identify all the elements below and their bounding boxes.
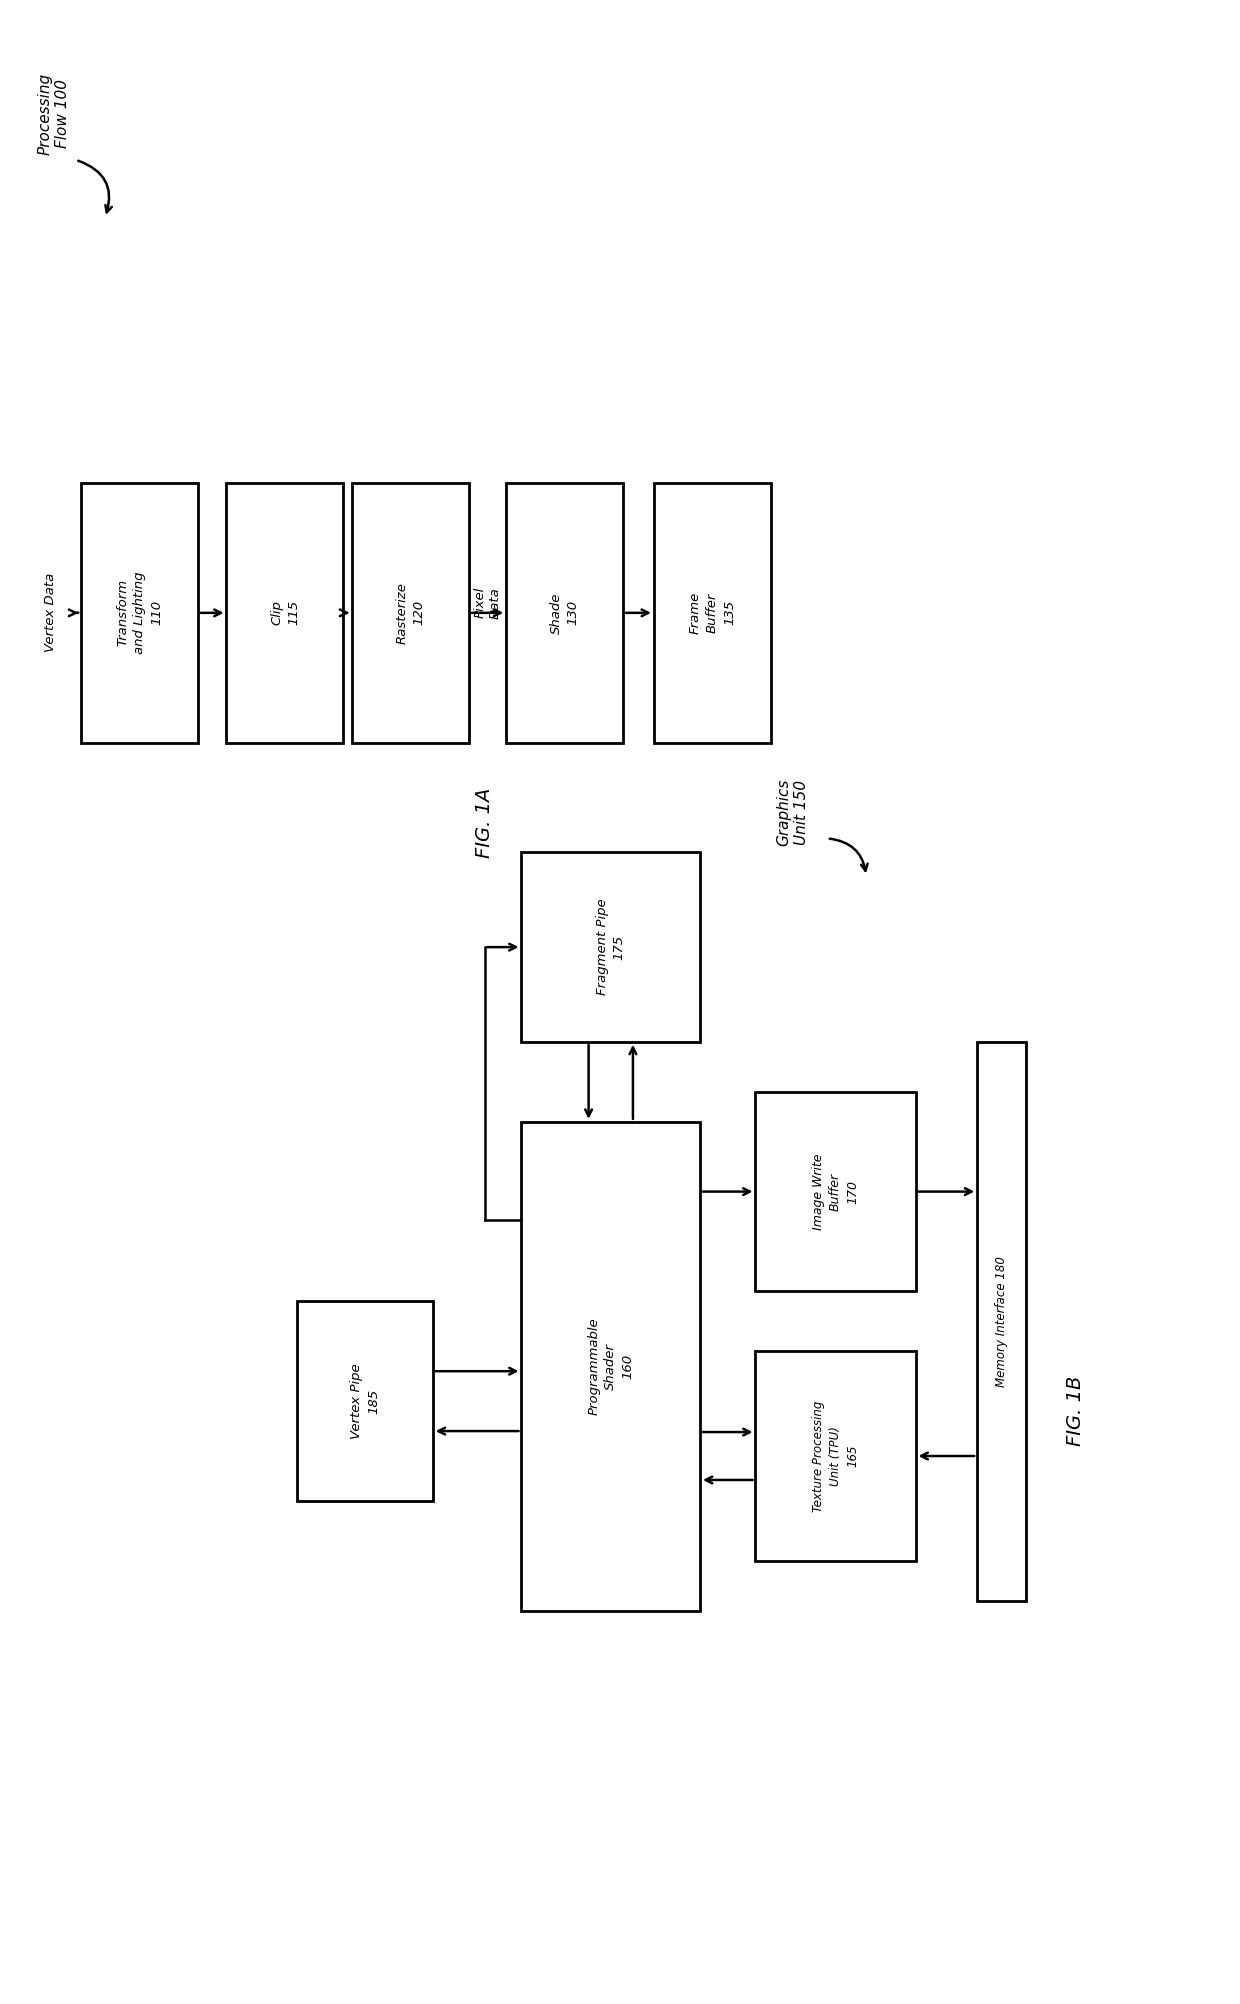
- Text: Vertex Data: Vertex Data: [43, 573, 57, 653]
- Text: Pixel
Data: Pixel Data: [474, 587, 502, 619]
- Text: Texture Processing
Unit (TPU)
165: Texture Processing Unit (TPU) 165: [812, 1401, 859, 1511]
- Bar: [977, 1042, 1027, 1601]
- Text: Image Write
Buffer
170: Image Write Buffer 170: [812, 1154, 859, 1230]
- Bar: [298, 1301, 433, 1501]
- Bar: [81, 483, 198, 743]
- Text: Graphics
Unit 150: Graphics Unit 150: [776, 780, 808, 846]
- Bar: [653, 483, 771, 743]
- Text: Frame
Buffer
135: Frame Buffer 135: [689, 591, 735, 633]
- Text: Transform
and Lighting
110: Transform and Lighting 110: [117, 571, 164, 653]
- Text: FIG. 1A: FIG. 1A: [475, 788, 494, 858]
- Text: FIG. 1B: FIG. 1B: [1066, 1377, 1085, 1447]
- Text: Fragment Pipe
175: Fragment Pipe 175: [595, 900, 626, 996]
- Text: Programmable
Shader
160: Programmable Shader 160: [588, 1317, 635, 1415]
- Bar: [227, 483, 343, 743]
- Bar: [522, 852, 701, 1042]
- Bar: [506, 483, 622, 743]
- Bar: [352, 483, 469, 743]
- Bar: [522, 1122, 701, 1611]
- Text: Rasterize
120: Rasterize 120: [396, 581, 425, 643]
- Text: Processing
Flow 100: Processing Flow 100: [37, 72, 69, 154]
- Text: Clip
115: Clip 115: [270, 601, 300, 625]
- Bar: [755, 1092, 915, 1291]
- Bar: [755, 1351, 915, 1561]
- Text: Shade
130: Shade 130: [549, 591, 579, 633]
- Text: Memory Interface 180: Memory Interface 180: [996, 1257, 1008, 1387]
- Text: Vertex Pipe
185: Vertex Pipe 185: [350, 1363, 379, 1439]
